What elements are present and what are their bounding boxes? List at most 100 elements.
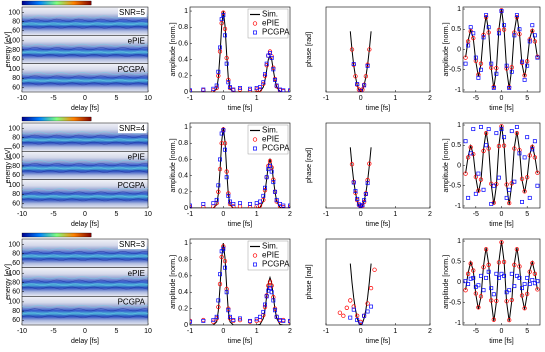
data-point	[262, 188, 268, 193]
x-tick-label: -10	[17, 211, 27, 218]
data-point	[358, 321, 363, 325]
data-point	[231, 87, 236, 92]
data-point	[281, 318, 286, 323]
legend-swatch	[252, 253, 258, 258]
data-point	[224, 61, 229, 66]
data-point	[348, 298, 353, 303]
data-point	[476, 283, 481, 288]
y-tick-label: 80	[12, 279, 20, 286]
data-point	[231, 318, 236, 323]
data-point	[355, 196, 360, 201]
data-point	[355, 313, 360, 318]
data-point	[216, 69, 221, 74]
data-point	[465, 271, 471, 276]
data-point	[514, 247, 520, 252]
data-point	[527, 195, 532, 200]
spectrogram-fringe	[21, 43, 149, 47]
data-point	[221, 244, 226, 249]
data-point	[514, 125, 519, 129]
data-point	[360, 203, 365, 207]
data-point	[267, 158, 273, 164]
data-point	[473, 174, 478, 179]
data-point	[222, 26, 228, 32]
data-point	[520, 286, 524, 291]
data-point	[507, 200, 512, 206]
data-point	[535, 170, 540, 175]
legend-box	[247, 8, 289, 39]
data-point	[483, 130, 489, 136]
x-tick-label: 5	[525, 211, 529, 218]
data-point	[527, 269, 532, 274]
y-tick-label: 0.5	[451, 26, 461, 33]
data-point	[258, 314, 262, 319]
data-point	[525, 135, 530, 140]
data-point	[527, 153, 532, 158]
y-tick-label: 80	[12, 251, 20, 258]
panel-label: PCGPA	[118, 181, 146, 190]
y-tick-label: 60	[12, 172, 20, 179]
data-point	[281, 88, 286, 92]
data-point	[466, 43, 471, 48]
data-point	[267, 279, 273, 284]
data-point	[494, 71, 499, 76]
x-tick-label: -5	[473, 211, 479, 218]
x-tick-label: -5	[50, 328, 56, 335]
x-tick-label: 5	[115, 95, 119, 102]
data-point	[489, 298, 494, 303]
data-point	[530, 261, 535, 266]
data-point	[248, 86, 252, 91]
series-line	[190, 126, 290, 208]
data-point	[273, 77, 277, 82]
data-point	[514, 130, 520, 136]
data-point	[363, 192, 368, 196]
data-point	[509, 297, 514, 303]
data-point	[261, 80, 266, 85]
data-point	[530, 147, 535, 152]
x-tick-label: 0	[221, 211, 225, 218]
data-point	[509, 69, 514, 74]
y-tick-label: 100	[8, 299, 20, 306]
data-point	[224, 290, 229, 295]
data-point	[369, 304, 374, 309]
spectrogram-fringe	[21, 315, 149, 319]
data-point	[257, 203, 263, 208]
y-axis-label: phase [rad]	[306, 32, 313, 67]
x-tick-label: -5	[50, 95, 56, 102]
data-point	[473, 191, 478, 196]
data-point	[514, 273, 519, 278]
y-tick-label: -1	[455, 203, 461, 210]
data-point	[355, 318, 360, 323]
data-point	[484, 275, 489, 280]
data-point	[502, 135, 507, 140]
data-point	[271, 180, 276, 185]
data-point	[522, 306, 527, 311]
spectrogram-fringe	[21, 188, 149, 192]
spectrogram-fringe	[21, 198, 149, 202]
data-point	[514, 13, 519, 18]
data-point	[337, 310, 343, 315]
data-point	[504, 182, 509, 187]
panel-label: SNR=5	[119, 8, 146, 17]
data-point	[517, 31, 522, 37]
data-point	[471, 275, 476, 280]
data-point	[363, 74, 369, 79]
data-point	[271, 67, 276, 72]
y-axis-label: energy [eV]	[5, 32, 12, 68]
data-point	[468, 145, 473, 150]
data-point	[288, 203, 290, 208]
spectrogram-fringe	[21, 50, 149, 54]
data-point	[365, 177, 370, 183]
spectrogram-fringe	[21, 194, 149, 198]
x-axis-label: time [fs]	[228, 105, 253, 112]
x-tick-label: 0	[83, 211, 87, 218]
data-point	[466, 282, 471, 286]
data-point	[362, 313, 367, 318]
data-point	[238, 86, 242, 90]
data-point	[217, 49, 223, 54]
spectrogram-fringe	[21, 25, 149, 29]
data-point	[217, 281, 223, 287]
data-point	[468, 25, 473, 30]
y-tick-label: 0.4	[178, 56, 188, 63]
data-point	[216, 183, 221, 188]
